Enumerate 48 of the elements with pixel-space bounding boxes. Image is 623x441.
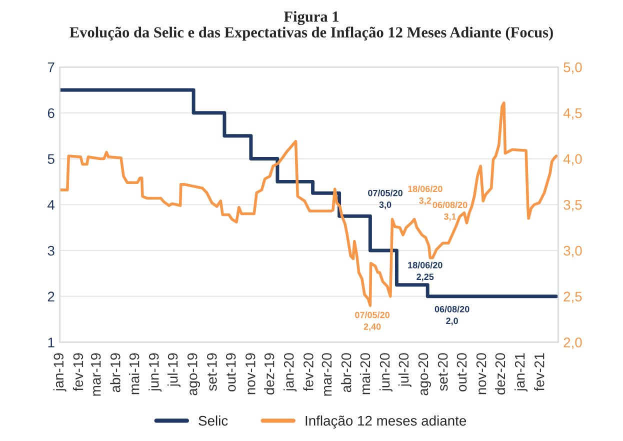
annotation: 06/08/20 2,0 — [434, 306, 470, 326]
y2-tick-label: 3,5 — [564, 200, 582, 212]
x-tick-label: jul-20 — [398, 353, 412, 387]
x-tick-label: mar-20 — [322, 353, 332, 396]
y-tick-label: 2 — [48, 292, 54, 302]
x-tick-label: fev-19 — [72, 353, 84, 392]
y-tick-label: 4 — [48, 200, 55, 210]
x-tick-label: ago-20 — [418, 353, 431, 396]
y2-tick-label: 4,5 — [563, 108, 582, 120]
x-tick-label: abr-19 — [110, 353, 120, 392]
annotation: 07/05/20 3,0 — [368, 190, 402, 210]
y2-tick-label: 2,5 — [564, 292, 582, 304]
y2-tick-label: 5,0 — [564, 62, 582, 74]
x-tick-label: nov-20 — [476, 353, 486, 394]
legend-label: Inflação 12 meses adiante — [306, 415, 466, 428]
x-tick-label: out-20 — [456, 353, 467, 392]
x-tick-label: mar-19 — [90, 353, 101, 396]
x-tick-label: out-19 — [226, 353, 236, 392]
x-tick-label: dez-20 — [494, 353, 506, 395]
x-tick-label: mai-20 — [360, 353, 370, 394]
annotation: 18/06/20 2,25 — [408, 262, 442, 282]
x-tick-label: set-19 — [207, 353, 217, 391]
y-tick-label: 7 — [48, 62, 54, 72]
x-tick-label: jan-19 — [53, 353, 66, 392]
x-tick-label: ago-19 — [187, 353, 200, 396]
y-tick-label: 1 — [48, 338, 54, 348]
chart-title: Figura 1 Evolução da Selic e das Expectativas de Inflação 12 Meses Adiante (Focus) — [70, 11, 553, 41]
annotation: 06/08/20 3,1 — [432, 201, 468, 222]
annotation: 07/05/20 2,40 — [355, 312, 390, 332]
x-tick-label: jan-20 — [284, 353, 297, 392]
x-tick-label: dez-19 — [264, 353, 274, 395]
y2-tick-label: 3,0 — [564, 246, 582, 258]
x-tick-label: jun-19 — [148, 353, 162, 392]
x-tick-label: jan-21 — [514, 353, 528, 392]
x-tick-label: fev-21 — [534, 353, 544, 392]
y2-tick-label: 2,0 — [564, 338, 582, 350]
x-tick-label: jul-19 — [168, 353, 180, 387]
x-tick-label: set-20 — [438, 353, 448, 391]
x-tick-label: mai-19 — [129, 353, 140, 394]
legend-label: Selic — [198, 415, 228, 426]
x-tick-label: jun-20 — [380, 353, 392, 392]
y-tick-label: 5 — [48, 154, 54, 164]
x-tick-label: nov-19 — [245, 353, 256, 394]
x-tick-label: abr-20 — [341, 353, 352, 392]
x-tick-label: fev-20 — [303, 353, 314, 392]
y2-tick-label: 4,0 — [563, 154, 582, 166]
y-tick-label: 3 — [48, 246, 54, 256]
y-tick-label: 6 — [48, 108, 54, 118]
